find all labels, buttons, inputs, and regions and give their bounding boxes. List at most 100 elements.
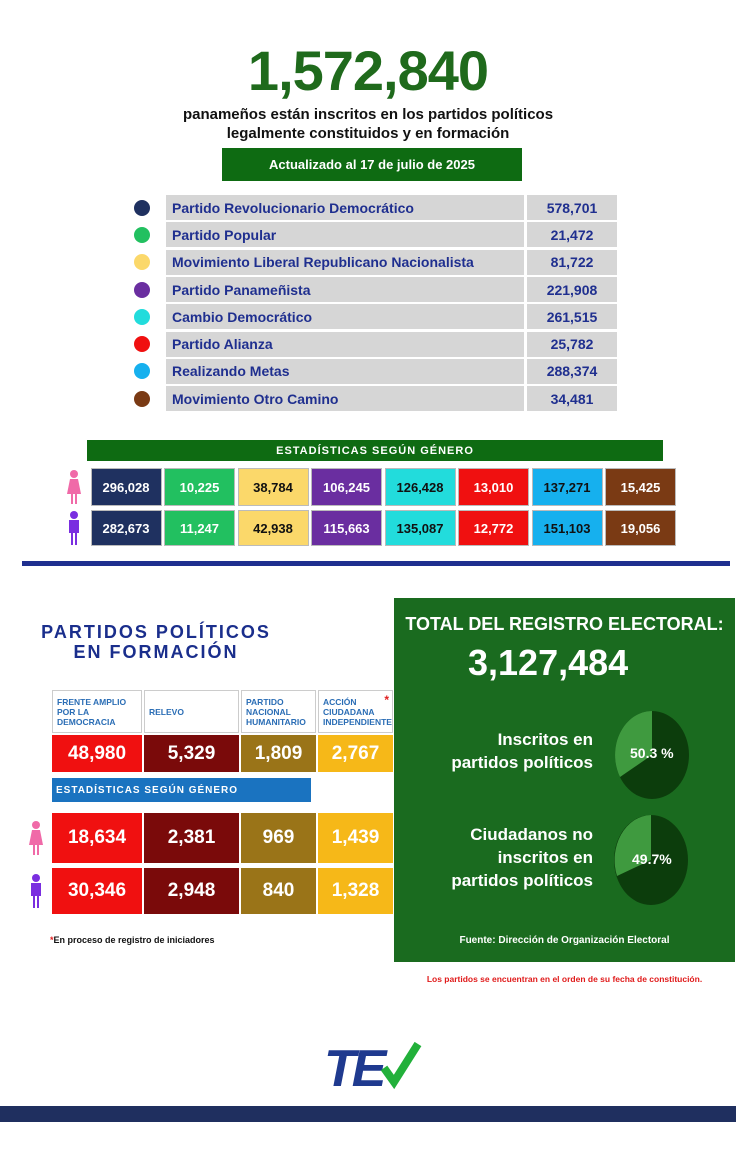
- subtitle-line-1: panameños están inscritos en los partido…: [182, 106, 554, 123]
- formation-gender-cell: 30,346: [52, 868, 142, 914]
- te-logo-icon: TE: [324, 1040, 422, 1098]
- gender-cell: 12,772: [458, 510, 529, 546]
- gender-cell: 11,247: [164, 510, 235, 546]
- gender-cell: 13,010: [458, 468, 529, 506]
- party-name: Movimiento Otro Camino: [166, 386, 524, 412]
- gender-cell: 42,938: [237, 510, 309, 546]
- registry-panel: TOTAL DEL REGISTRO ELECTORAL: 3,127,484 …: [394, 598, 735, 962]
- te-logo: TE: [322, 1030, 422, 1098]
- party-row: Movimiento Liberal Republicano Nacionali…: [130, 249, 620, 276]
- gender-cell: 135,087: [384, 510, 456, 546]
- formation-party-name: ACCIÓN CIUDADANA INDEPENDIENTE *: [318, 690, 393, 733]
- party-list: Partido Revolucionario Democrático 578,70…: [130, 194, 620, 412]
- gender-cell: 296,028: [90, 468, 162, 506]
- party-row: Partido Popular 21,472: [130, 221, 620, 248]
- party-name: Partido Revolucionario Democrático: [166, 195, 524, 221]
- party-total: 288,374: [527, 358, 617, 384]
- party-row: Partido Alianza 25,782: [130, 330, 620, 357]
- total-enrolled: 1,572,840: [247, 39, 489, 102]
- formation-title-line-1: PARTIDOS POLÍTICOS: [41, 622, 271, 642]
- party-color-dot-icon: [134, 390, 150, 407]
- gender-cell: 10,225: [164, 468, 235, 506]
- woman-icon: [60, 470, 88, 504]
- footer-bar: [0, 1106, 736, 1122]
- not-enrolled-label: Ciudadanos no inscritos en partidos políti…: [451, 825, 593, 890]
- registry-title: TOTAL DEL REGISTRO ELECTORAL:: [405, 614, 724, 634]
- gender-cell: 106,245: [311, 468, 382, 506]
- gender-stats-header: ESTADÍSTICAS SEGÚN GÉNERO: [87, 440, 663, 461]
- man-icon: [60, 511, 88, 545]
- party-row: Realizando Metas 288,374: [130, 358, 620, 385]
- formation-headers: FRENTE AMPLIO POR LA DEMOCRACIA RELEVO PAR…: [52, 690, 395, 733]
- formation-party-name: FRENTE AMPLIO POR LA DEMOCRACIA: [52, 690, 142, 733]
- gender-cell: 151,103: [531, 510, 603, 546]
- formation-values: 48,980 5,329 1,809 2,767: [52, 735, 395, 772]
- party-name: Partido Alianza: [166, 331, 524, 357]
- party-color-dot-icon: [134, 281, 150, 298]
- gender-cell: 38,784: [237, 468, 309, 506]
- subtitle-line-2: legalmente constituidos y en formación: [226, 125, 510, 142]
- formation-title-line-2: EN FORMACIÓN: [73, 642, 239, 662]
- order-note: Los partidos se encuentran en el orden d…: [426, 974, 703, 984]
- not-enrolled-pie: [614, 815, 688, 905]
- formation-gender-cell: 18,634: [52, 813, 142, 863]
- gender-cell: 282,673: [90, 510, 162, 546]
- party-total: 34,481: [527, 386, 617, 412]
- not-enrolled-percent: 49.7%: [632, 851, 672, 867]
- party-name: Movimiento Liberal Republicano Nacionali…: [166, 249, 524, 275]
- party-name: Realizando Metas: [166, 358, 524, 384]
- svg-text:TE: TE: [324, 1040, 388, 1095]
- formation-gender-cell: 969: [241, 813, 316, 863]
- men-row: 282,673 11,247 42,938 115,663 135,087 12,772 1…: [60, 510, 676, 546]
- party-total: 81,722: [527, 249, 617, 275]
- enrolled-percent: 50.3 %: [630, 745, 674, 761]
- party-row: Partido Panameñista 221,908: [130, 276, 620, 303]
- formation-gender-cell: 1,328: [318, 868, 393, 914]
- formation-gender-cell: 1,439: [318, 813, 393, 863]
- formation-gender-cell: 2,948: [144, 868, 239, 914]
- woman-icon: [20, 821, 52, 855]
- formation-gender-cell: 840: [241, 868, 316, 914]
- enrolled-pie: [615, 711, 689, 799]
- formation-gender-cell: 2,381: [144, 813, 239, 863]
- party-name: Partido Popular: [166, 222, 524, 248]
- formation-party-total: 1,809: [241, 735, 316, 772]
- formation-note: *En proceso de registro de iniciadores: [50, 935, 215, 945]
- pie-light-slice: [615, 711, 652, 777]
- gender-cell: 137,271: [531, 468, 603, 506]
- women-row: 296,028 10,225 38,784 106,245 126,428 13,010 1…: [60, 468, 676, 506]
- party-row: Partido Revolucionario Democrático 578,70…: [130, 194, 620, 221]
- party-total: 261,515: [527, 304, 617, 330]
- party-color-dot-icon: [134, 254, 150, 271]
- party-total: 25,782: [527, 331, 617, 357]
- formation-women-row: 18,634 2,381 969 1,439: [20, 813, 395, 863]
- gender-cell: 19,056: [605, 510, 676, 546]
- registry-total: 3,127,484: [468, 642, 629, 683]
- formation-party-total: 5,329: [144, 735, 239, 772]
- formation-party-name: RELEVO: [144, 690, 239, 733]
- party-name: Partido Panameñista: [166, 277, 524, 303]
- party-color-dot-icon: [134, 226, 150, 243]
- gender-cell: 115,663: [311, 510, 382, 546]
- formation-gender-header: ESTADÍSTICAS SEGÚN GÉNERO: [52, 778, 311, 802]
- party-total: 221,908: [527, 277, 617, 303]
- party-row: Movimiento Otro Camino 34,481: [130, 385, 620, 412]
- divider: [22, 561, 730, 566]
- party-color-dot-icon: [134, 363, 150, 380]
- asterisk: *: [384, 693, 389, 707]
- party-name: Cambio Democrático: [166, 304, 524, 330]
- party-color-dot-icon: [134, 199, 150, 216]
- party-color-dot-icon: [134, 308, 150, 325]
- updated-date-banner: Actualizado al 17 de julio de 2025: [222, 148, 522, 181]
- formation-title: PARTIDOS POLÍTICOS EN FORMACIÓN: [30, 622, 282, 662]
- formation-party-total: 2,767: [318, 735, 393, 772]
- formation-men-row: 30,346 2,948 840 1,328: [20, 868, 395, 914]
- formation-party-name: PARTIDO NACIONAL HUMANITARIO: [241, 690, 316, 733]
- gender-cell: 126,428: [384, 468, 456, 506]
- party-row: Cambio Democrático 261,515: [130, 303, 620, 330]
- man-icon: [20, 874, 52, 908]
- party-total: 578,701: [527, 195, 617, 221]
- source: Fuente: Dirección de Organización Electo…: [459, 935, 670, 946]
- party-total: 21,472: [527, 222, 617, 248]
- party-color-dot-icon: [134, 336, 150, 353]
